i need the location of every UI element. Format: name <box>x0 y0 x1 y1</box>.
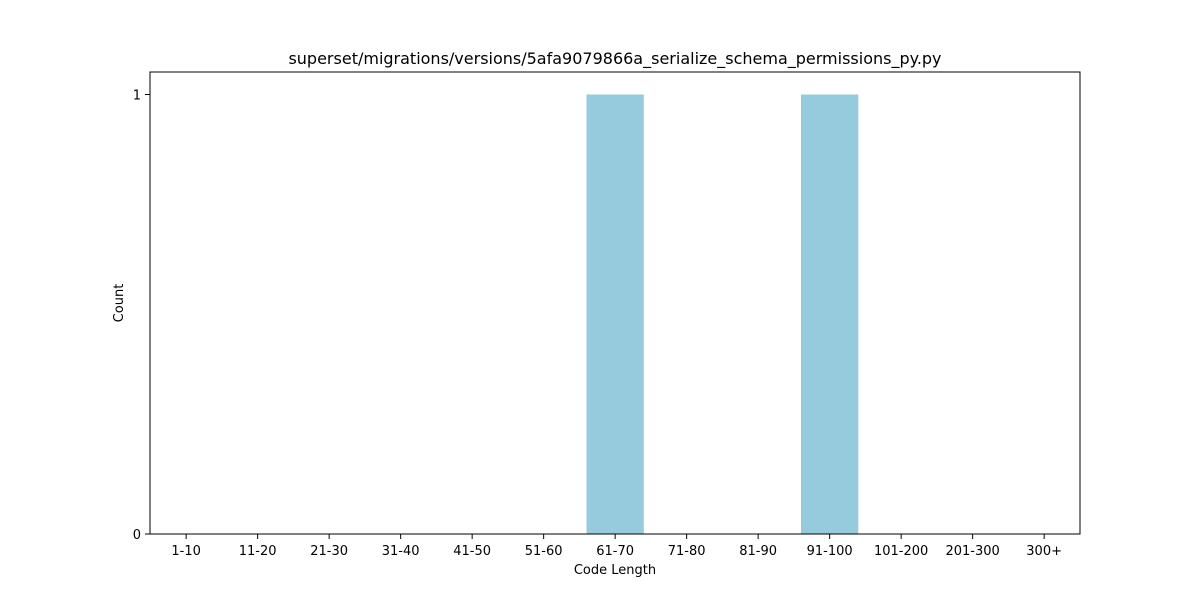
x-tick-label: 11-20 <box>239 544 277 559</box>
x-axis-label: Code Length <box>574 563 656 578</box>
x-tick-label: 71-80 <box>668 544 706 559</box>
x-tick-label: 41-50 <box>453 544 491 559</box>
x-axis: 1-10 11-20 21-30 31-40 41-50 51-60 61-70 71-80 8… <box>171 534 1062 559</box>
y-axis-label: Count <box>112 284 127 323</box>
x-tick-label: 101-200 <box>874 544 928 559</box>
x-tick-label: 91-100 <box>807 544 853 559</box>
x-tick-label: 1-10 <box>171 544 201 559</box>
x-tick-label: 61-70 <box>596 544 634 559</box>
y-tick-label: 1 <box>133 89 141 104</box>
bars-layer <box>586 94 859 534</box>
x-tick-label: 21-30 <box>310 544 348 559</box>
bar-91-100 <box>801 94 859 534</box>
x-tick-label: 81-90 <box>739 544 777 559</box>
x-tick-label: 31-40 <box>382 544 420 559</box>
chart-title: superset/migrations/versions/5afa9079866… <box>288 49 941 69</box>
x-tick-label: 201-300 <box>945 544 999 559</box>
bar-61-70 <box>586 94 644 534</box>
y-tick-label: 0 <box>133 528 141 543</box>
y-axis: 01 <box>133 89 150 543</box>
x-tick-label: 51-60 <box>525 544 563 559</box>
x-tick-label: 300+ <box>1026 544 1062 559</box>
